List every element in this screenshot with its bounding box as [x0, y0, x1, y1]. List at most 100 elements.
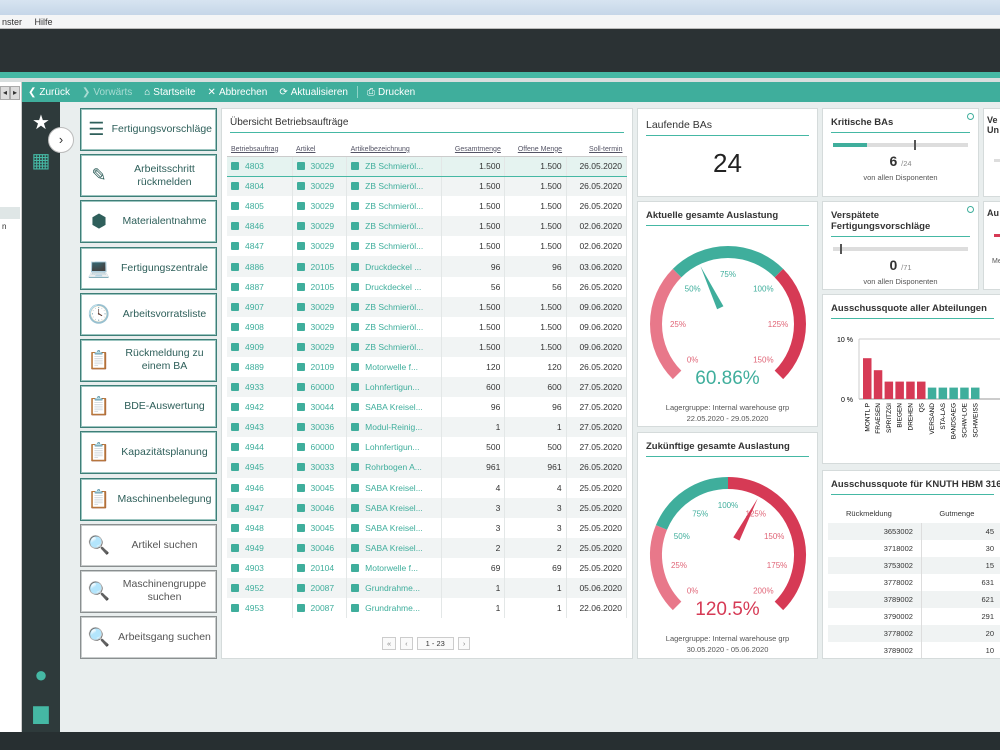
running-orders-card[interactable]: Laufende BAs 24	[637, 108, 818, 197]
nav-tile-4[interactable]: 🕓 Arbeitsvorratsliste	[80, 292, 217, 336]
table-cell[interactable]: 30029	[292, 236, 348, 257]
table-cell[interactable]: ZB Schmieröl...	[346, 236, 443, 257]
nav-tile-11[interactable]: 🔍 Arbeitsgang suchen	[80, 616, 217, 660]
table-row[interactable]: 4887 20105 Druckdeckel ... 56 56 26.05.2020	[227, 276, 628, 297]
table-cell[interactable]: 4933	[227, 377, 293, 398]
open-link-icon[interactable]	[296, 182, 305, 191]
dashboard-icon[interactable]: ▦	[31, 150, 51, 172]
table-cell[interactable]: Modul-Reinig...	[346, 417, 443, 438]
table-cell[interactable]: Motorwelle f...	[346, 356, 443, 378]
table-row[interactable]: 3789002 10	[828, 642, 1000, 658]
nav-tile-9[interactable]: 🔍 Artikel suchen	[80, 523, 217, 567]
nav-tile-2[interactable]: ⬢ Materialentnahme	[80, 200, 217, 244]
table-row[interactable]: 4952 20087 Grundrahme... 1 1 05.06.2020	[227, 577, 628, 599]
nav-tile-1[interactable]: ✎ Arbeitsschritt rückmelden	[80, 154, 217, 198]
table-cell[interactable]: ZB Schmieröl...	[346, 155, 443, 177]
open-link-icon[interactable]	[351, 162, 360, 171]
table-cell[interactable]: 30033	[292, 457, 348, 478]
open-link-icon[interactable]	[296, 584, 305, 593]
table-cell[interactable]: 30029	[292, 196, 348, 217]
open-link-icon[interactable]	[351, 543, 360, 552]
left-panel-prev-button[interactable]: ◂	[0, 86, 10, 100]
table-row[interactable]: 4805 30029 ZB Schmieröl... 1.500 1.500 26.05.…	[227, 196, 628, 217]
table-cell[interactable]: 4945	[227, 457, 293, 478]
table-row[interactable]: 4903 20104 Motorwelle f... 69 69 25.05.2020	[227, 557, 628, 578]
table-cell[interactable]: 30045	[292, 517, 348, 538]
table-cell[interactable]: 4847	[227, 236, 293, 257]
table-cell[interactable]: 4803	[227, 155, 293, 177]
table-cell[interactable]: 4889	[227, 356, 293, 378]
column-header[interactable]: Rückmeldung	[846, 508, 892, 518]
forward-button[interactable]: ❯ Vorwärts	[76, 82, 138, 102]
open-link-icon[interactable]	[351, 483, 360, 492]
open-link-icon[interactable]	[231, 222, 239, 231]
open-link-icon[interactable]	[296, 503, 305, 512]
table-row[interactable]: 4942 30044 SABA Kreisel... 96 96 27.05.2020	[227, 397, 628, 418]
table-cell[interactable]: Motorwelle f...	[346, 557, 443, 578]
open-link-icon[interactable]	[296, 162, 305, 171]
table-cell[interactable]: 30045	[292, 477, 348, 498]
table-row[interactable]: 3790002 291	[828, 608, 1000, 625]
nav-tile-5[interactable]: 📋 Rückmeldung zu einem BA	[80, 338, 217, 382]
back-button[interactable]: ❮ Zurück	[22, 82, 76, 102]
open-link-icon[interactable]	[231, 403, 239, 412]
star-icon[interactable]: ★	[32, 112, 50, 134]
open-link-icon[interactable]	[351, 383, 360, 392]
table-cell[interactable]: 30046	[292, 497, 348, 518]
table-row[interactable]: 4947 30046 SABA Kreisel... 3 3 25.05.2020	[227, 497, 628, 518]
table-cell[interactable]: 20104	[292, 557, 348, 578]
table-cell[interactable]: Druckdeckel ...	[346, 256, 443, 277]
open-link-icon[interactable]	[231, 342, 239, 351]
expand-sidebar-button[interactable]: ›	[48, 127, 74, 153]
table-row[interactable]: 3789002 621	[828, 591, 1000, 608]
open-link-icon[interactable]	[351, 403, 360, 412]
open-link-icon[interactable]	[351, 182, 360, 191]
open-link-icon[interactable]	[296, 342, 305, 351]
late-proposals-card[interactable]: Verspätete Fertigungsvorschläge 0 /71 vo…	[822, 201, 979, 290]
cancel-button[interactable]: ✕ Abbrechen	[202, 82, 274, 102]
table-cell[interactable]: 4886	[227, 256, 293, 277]
open-link-icon[interactable]	[296, 563, 305, 572]
table-cell[interactable]: 4946	[227, 477, 293, 498]
table-cell[interactable]: SABA Kreisel...	[346, 497, 443, 518]
table-cell[interactable]: 4952	[227, 577, 293, 599]
open-link-icon[interactable]	[231, 362, 239, 371]
table-row[interactable]: 4949 30046 SABA Kreisel... 2 2 25.05.2020	[227, 537, 628, 558]
open-link-icon[interactable]	[351, 302, 360, 311]
table-row[interactable]: 3778002 20	[828, 625, 1000, 642]
open-link-icon[interactable]	[351, 342, 360, 351]
open-link-icon[interactable]	[231, 262, 239, 271]
open-link-icon[interactable]	[296, 423, 305, 432]
table-cell[interactable]: SABA Kreisel...	[346, 537, 443, 558]
column-header[interactable]: Soll-termin	[566, 143, 627, 157]
open-link-icon[interactable]	[296, 222, 305, 231]
table-cell[interactable]: 30029	[292, 176, 348, 197]
table-cell[interactable]: ZB Schmieröl...	[346, 336, 443, 357]
open-link-icon[interactable]	[296, 523, 305, 532]
table-cell[interactable]: ZB Schmieröl...	[346, 296, 443, 317]
open-link-icon[interactable]	[351, 423, 360, 432]
table-cell[interactable]: 20105	[292, 276, 348, 297]
open-link-icon[interactable]	[351, 604, 360, 613]
table-cell[interactable]: Lohnfertigun...	[346, 377, 443, 398]
open-link-icon[interactable]	[231, 282, 239, 291]
table-cell[interactable]: ZB Schmieröl...	[346, 216, 443, 237]
table-cell[interactable]: 4846	[227, 216, 293, 237]
open-link-icon[interactable]	[351, 503, 360, 512]
open-link-icon[interactable]	[351, 282, 360, 291]
table-cell[interactable]: 4949	[227, 537, 293, 558]
table-cell[interactable]: ZB Schmieröl...	[346, 316, 443, 337]
table-cell[interactable]: 4948	[227, 517, 293, 538]
table-cell[interactable]: 4907	[227, 296, 293, 317]
open-link-icon[interactable]	[351, 202, 360, 211]
table-cell[interactable]: 4944	[227, 437, 293, 458]
table-cell[interactable]: 4805	[227, 196, 293, 217]
open-link-icon[interactable]	[231, 584, 239, 593]
open-link-icon[interactable]	[351, 222, 360, 231]
table-row[interactable]: 4909 30029 ZB Schmieröl... 1.500 1.500 09.06.…	[227, 336, 628, 357]
table-cell[interactable]: 4909	[227, 336, 293, 357]
table-cell[interactable]: 4887	[227, 276, 293, 297]
open-link-icon[interactable]	[296, 322, 305, 331]
menu-item-help[interactable]: Hilfe	[34, 17, 53, 27]
table-row[interactable]: 4803 30029 ZB Schmieröl... 1.500 1.500 26.05.…	[227, 155, 628, 177]
